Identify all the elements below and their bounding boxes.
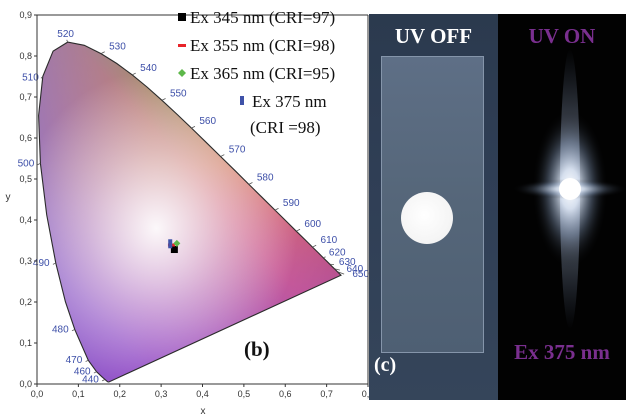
legend-marker-ex365 bbox=[178, 69, 186, 77]
locus-wavelength-label: 550 bbox=[170, 88, 187, 99]
y-tick-label: 0,3 bbox=[19, 256, 32, 266]
locus-wavelength-label: 530 bbox=[109, 42, 126, 53]
locus-tick bbox=[132, 73, 136, 75]
y-ticks: 0,0 0,1 0,2 0,3 0,4 0,5 0,6 0,7 0,8 0,9 bbox=[19, 10, 37, 389]
uv-off-label: UV OFF bbox=[369, 24, 498, 49]
x-tick-label: 0,7 bbox=[320, 389, 333, 399]
locus-tick bbox=[53, 263, 56, 264]
y-tick-label: 0,8 bbox=[19, 51, 32, 61]
y-tick-label: 0,4 bbox=[19, 215, 32, 225]
locus-wavelength-label: 560 bbox=[199, 116, 216, 127]
locus-tick bbox=[162, 98, 166, 100]
legend-marker-ex355 bbox=[178, 44, 186, 47]
locus-wavelength-label: 470 bbox=[66, 355, 83, 366]
x-tick-label: 0,6 bbox=[279, 389, 292, 399]
x-tick-label: 0,1 bbox=[72, 389, 85, 399]
x-tick-label: 0,0 bbox=[31, 389, 44, 399]
y-tick-label: 0,7 bbox=[19, 92, 32, 102]
locus-tick bbox=[101, 52, 105, 54]
uv-on-label: UV ON bbox=[498, 24, 626, 49]
x-tick-label: 0,3 bbox=[155, 389, 168, 399]
legend-marker-ex375 bbox=[240, 96, 244, 105]
phosphor-disk bbox=[401, 192, 453, 244]
legend-label-ex365: Ex 365 nm (CRI=95) bbox=[190, 64, 335, 83]
locus-tick bbox=[67, 40, 68, 42]
locus-wavelength-label: 480 bbox=[52, 324, 69, 335]
y-tick-label: 0,9 bbox=[19, 10, 32, 20]
data-point-series-3 bbox=[168, 239, 172, 248]
y-tick-label: 0,1 bbox=[19, 338, 32, 348]
locus-wavelength-label: 600 bbox=[304, 219, 321, 230]
x-ticks: 0,00,10,20,30,40,50,60,70,8 bbox=[31, 384, 372, 399]
y-tick-label: 0,0 bbox=[19, 379, 32, 389]
locus-tick bbox=[94, 372, 97, 373]
excitation-label: Ex 375 nm bbox=[498, 340, 626, 365]
locus-wavelength-label: 610 bbox=[321, 235, 338, 246]
x-tick-label: 0,4 bbox=[196, 389, 209, 399]
locus-tick bbox=[191, 126, 195, 128]
locus-tick bbox=[38, 163, 41, 164]
legend-label-ex375-cri: (CRI =98) bbox=[250, 118, 321, 137]
locus-tick bbox=[313, 245, 317, 247]
chart-svg: 5205305405505605705805906006106206306406… bbox=[0, 0, 372, 415]
x-tick-label: 0,5 bbox=[238, 389, 251, 399]
locus-tick bbox=[323, 257, 326, 258]
locus-wavelength-label: 570 bbox=[229, 144, 246, 155]
panel-label-c: (c) bbox=[374, 354, 396, 377]
legend-label-ex355: Ex 355 nm (CRI=98) bbox=[190, 36, 335, 55]
color-gamut bbox=[0, 0, 372, 415]
x-tick-label: 0,2 bbox=[113, 389, 126, 399]
y-tick-label: 0,5 bbox=[19, 174, 32, 184]
panel-label-b: (b) bbox=[244, 337, 270, 361]
locus-tick bbox=[249, 183, 253, 185]
legend-marker-ex345 bbox=[178, 13, 186, 21]
photo-uv-off: UV OFF (c) bbox=[369, 14, 498, 400]
locus-wavelength-label: 490 bbox=[33, 258, 50, 269]
locus-wavelength-label: 520 bbox=[57, 29, 74, 40]
locus-tick bbox=[275, 208, 279, 210]
y-tick-label: 0,2 bbox=[19, 297, 32, 307]
locus-wavelength-label: 580 bbox=[257, 172, 274, 183]
locus-wavelength-label: 590 bbox=[283, 198, 300, 209]
locus-tick bbox=[72, 329, 75, 330]
x-axis-label: x bbox=[201, 406, 206, 415]
locus-tick bbox=[86, 360, 89, 361]
locus-wavelength-label: 650 bbox=[352, 269, 369, 280]
photo-uv-on: UV ON Ex 375 nm bbox=[498, 14, 626, 400]
locus-tick bbox=[221, 155, 225, 157]
legend-label-ex375: Ex 375 nm bbox=[252, 92, 327, 111]
y-axis-label: y bbox=[6, 192, 11, 203]
locus-tick bbox=[102, 379, 105, 380]
locus-tick bbox=[296, 229, 300, 231]
locus-wavelength-label: 500 bbox=[18, 158, 35, 169]
y-tick-label: 0,6 bbox=[19, 133, 32, 143]
locus-wavelength-label: 540 bbox=[140, 63, 157, 74]
legend-label-ex345: Ex 345 nm (CRI=97) bbox=[190, 8, 335, 27]
